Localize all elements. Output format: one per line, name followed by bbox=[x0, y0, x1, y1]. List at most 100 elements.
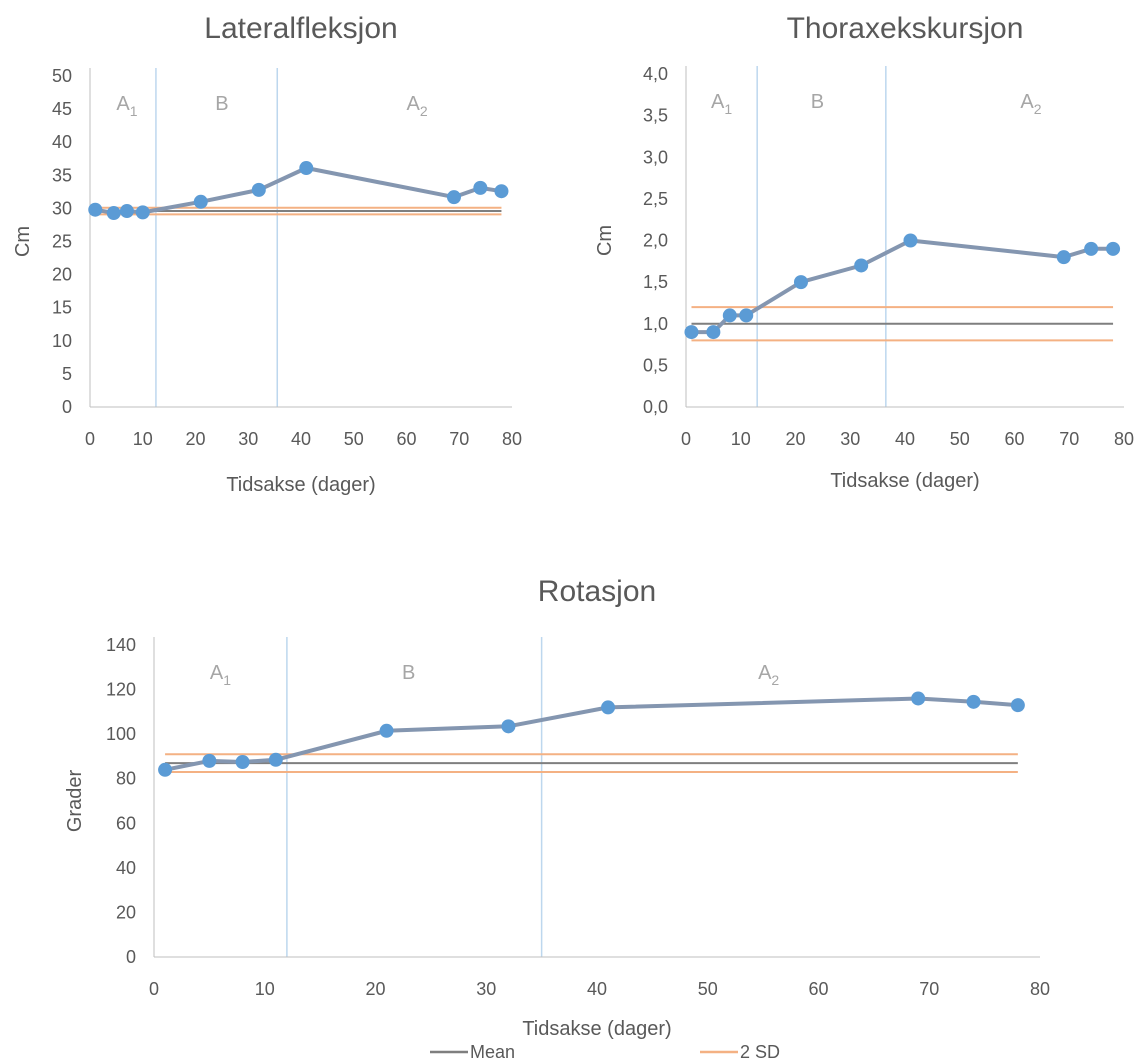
x-tick-label: 0 bbox=[681, 429, 691, 449]
data-point bbox=[446, 190, 461, 205]
y-tick-label: 1,5 bbox=[643, 272, 668, 292]
phase-label-letter: A bbox=[711, 91, 725, 113]
x-tick-label: 10 bbox=[133, 429, 153, 449]
y-tick-label: 4,0 bbox=[643, 64, 668, 84]
phase-label-subscript: 2 bbox=[420, 103, 428, 119]
data-point bbox=[1056, 250, 1071, 265]
phase-label: A1 bbox=[210, 662, 231, 688]
phase-label-letter: A bbox=[210, 662, 224, 684]
y-tick-label: 140 bbox=[106, 635, 136, 655]
data-point bbox=[966, 694, 981, 709]
phase-label-subscript: 2 bbox=[1034, 101, 1042, 117]
x-tick-label: 20 bbox=[785, 429, 805, 449]
data-point bbox=[722, 308, 737, 323]
data-point bbox=[158, 762, 173, 777]
x-axis-title: Tidsakse (dager) bbox=[522, 1018, 671, 1040]
x-tick-label: 50 bbox=[698, 979, 718, 999]
data-point bbox=[235, 755, 250, 769]
data-point bbox=[903, 233, 918, 248]
y-tick-label: 35 bbox=[52, 165, 72, 185]
y-tick-label: 10 bbox=[52, 331, 72, 351]
y-tick-label: 20 bbox=[116, 902, 136, 922]
y-tick-label: 100 bbox=[106, 724, 136, 744]
data-point bbox=[501, 719, 516, 734]
phase-label: A1 bbox=[711, 91, 732, 117]
data-point bbox=[106, 206, 121, 221]
data-point bbox=[854, 258, 869, 273]
x-tick-label: 40 bbox=[291, 429, 311, 449]
phase-label: A1 bbox=[116, 93, 137, 119]
y-tick-label: 40 bbox=[116, 858, 136, 878]
y-tick-label: 40 bbox=[52, 132, 72, 152]
data-point bbox=[299, 161, 314, 176]
data-point bbox=[119, 204, 134, 219]
y-tick-label: 45 bbox=[52, 99, 72, 119]
phase-label: B bbox=[215, 93, 228, 115]
y-tick-label: 3,5 bbox=[643, 106, 668, 126]
phase-label-letter: A bbox=[1020, 91, 1034, 113]
phase-label-subscript: 1 bbox=[130, 103, 138, 119]
x-tick-label: 50 bbox=[344, 429, 364, 449]
chart-title: Thoraxekskursjon bbox=[787, 12, 1024, 45]
y-tick-label: 0,5 bbox=[643, 355, 668, 375]
legend-label: 2 SD bbox=[740, 1042, 780, 1062]
data-point bbox=[1084, 241, 1099, 256]
chart-title: Lateralfleksjon bbox=[204, 12, 397, 45]
y-axis-title: Grader bbox=[64, 770, 86, 833]
phase-label-letter: B bbox=[402, 662, 415, 684]
data-point bbox=[251, 182, 266, 197]
x-axis-title: Tidsakse (dager) bbox=[226, 474, 375, 496]
y-tick-label: 5 bbox=[62, 364, 72, 384]
y-tick-label: 60 bbox=[116, 813, 136, 833]
x-tick-label: 20 bbox=[185, 429, 205, 449]
x-tick-label: 60 bbox=[808, 979, 828, 999]
chart-panel: Lateralfleksjon 0 10 20 30 40 50 60 70 80 0 5 10 15 20… bbox=[12, 12, 522, 496]
data-series-line bbox=[691, 238, 1113, 335]
data-series-line bbox=[164, 696, 1019, 772]
data-point bbox=[268, 752, 283, 767]
x-tick-label: 20 bbox=[365, 979, 385, 999]
x-tick-label: 70 bbox=[919, 979, 939, 999]
x-tick-label: 70 bbox=[449, 429, 469, 449]
data-point bbox=[1010, 698, 1025, 713]
data-point bbox=[793, 275, 808, 290]
data-point bbox=[1106, 241, 1121, 256]
y-tick-label: 3,0 bbox=[643, 147, 668, 167]
x-tick-label: 80 bbox=[1114, 429, 1134, 449]
x-tick-label: 60 bbox=[1004, 429, 1024, 449]
phase-label: B bbox=[811, 91, 824, 113]
x-tick-label: 30 bbox=[840, 429, 860, 449]
y-tick-label: 2,5 bbox=[643, 189, 668, 209]
x-tick-label: 80 bbox=[1030, 979, 1050, 999]
data-point bbox=[706, 325, 721, 340]
data-point bbox=[135, 205, 150, 220]
phase-label: A2 bbox=[406, 93, 427, 119]
data-point bbox=[911, 691, 926, 706]
x-tick-label: 10 bbox=[255, 979, 275, 999]
phase-label-letter: A bbox=[116, 93, 130, 115]
y-axis-title: Cm bbox=[12, 226, 34, 257]
x-tick-label: 70 bbox=[1059, 429, 1079, 449]
y-tick-label: 2,0 bbox=[643, 231, 668, 251]
chart-title: Rotasjon bbox=[538, 575, 656, 608]
data-point bbox=[88, 202, 103, 217]
x-tick-label: 10 bbox=[731, 429, 751, 449]
phase-label-subscript: 1 bbox=[223, 672, 231, 688]
data-point bbox=[202, 753, 217, 768]
y-tick-label: 30 bbox=[52, 198, 72, 218]
data-point bbox=[739, 308, 754, 323]
legend-label: Mean bbox=[470, 1042, 515, 1062]
y-tick-label: 1,0 bbox=[643, 314, 668, 334]
y-tick-label: 20 bbox=[52, 265, 72, 285]
phase-label: A2 bbox=[758, 662, 779, 688]
phase-label-letter: A bbox=[758, 662, 772, 684]
phase-label: B bbox=[402, 662, 415, 684]
chart-panel: Thoraxekskursjon 0 10 20 30 40 50 60 70 80 0,0 0,5 1… bbox=[594, 12, 1134, 492]
x-tick-label: 30 bbox=[238, 429, 258, 449]
x-tick-label: 0 bbox=[149, 979, 159, 999]
phase-label-letter: A bbox=[406, 93, 420, 115]
data-point bbox=[193, 194, 208, 209]
data-point bbox=[601, 700, 616, 715]
phase-label-letter: B bbox=[215, 93, 228, 115]
